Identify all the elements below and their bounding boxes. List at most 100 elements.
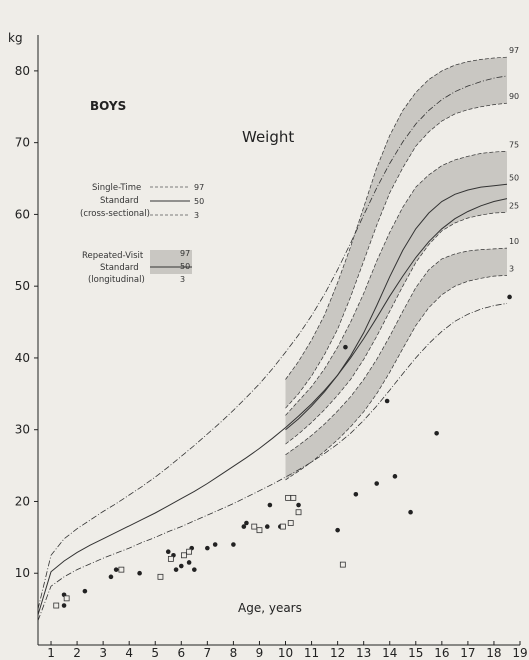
cs-line-97 [37,75,508,610]
data-point-filled [61,603,67,608]
data-point-open [186,548,193,555]
y-tick-label: 30 [15,423,30,437]
pct-label-10: 10 [509,237,519,246]
x-tick-label: 9 [256,646,264,660]
data-point-open [280,523,286,530]
x-tick-label: 19 [512,646,527,660]
data-point-filled [296,502,301,508]
data-point-filled [165,549,171,555]
data-point-open [157,573,164,580]
percentile-labels: 97 90 75 50 25 10 3 [509,46,519,273]
x-tick-label: 12 [330,646,345,660]
cs-line-3 [37,303,508,621]
data-point-filled [374,481,380,486]
data-point-filled [173,567,179,572]
data-point-open [118,566,125,573]
x-tick-label: 7 [204,646,212,660]
long-line-97 [285,56,508,380]
data-point-open [339,561,346,568]
data-point-filled [244,520,249,526]
data-point-filled [192,567,197,572]
data-point-filled [353,491,359,497]
data-points [53,294,512,609]
data-point-filled [108,574,114,580]
legend-cross-sectional: Single-Time Standard (cross-sectional) 9… [80,183,204,220]
y-tick-label: 50 [15,279,30,293]
data-point-filled [434,430,439,436]
x-tick-label: 5 [151,646,159,660]
x-tick-label: 3 [99,646,107,660]
data-point-open [167,555,174,562]
data-point-open [53,602,60,609]
data-point-filled [343,344,348,350]
data-point-filled [231,542,236,547]
cs-line-50 [37,198,508,616]
data-point-filled [212,542,218,547]
long-line-50 [285,183,508,431]
data-point-filled [205,545,210,551]
legend-longitudinal: Repeated-Visit Standard (longitudinal) 9… [82,249,192,285]
x-tick-label: 14 [382,646,397,660]
pct-label-90: 90 [509,92,519,101]
data-point-filled [267,502,273,508]
long-line-25 [285,211,508,445]
x-tick-label: 11 [304,646,319,660]
percentile-lines [37,56,508,621]
legend-long-3-label: 3 [180,275,185,284]
data-point-filled [82,588,88,594]
legend-cs-line-1: Single-Time [92,183,141,193]
data-point-open [63,595,70,602]
x-tick-label: 10 [278,646,293,660]
data-point-open [287,520,294,526]
data-point-open [285,494,292,501]
x-tick-label: 4 [125,646,133,660]
y-tick-label: 40 [15,351,30,365]
y-axis-label: kg [8,31,23,45]
data-point-filled [384,398,390,404]
data-point-filled [137,570,142,576]
data-point-filled [241,524,247,529]
legend-cs-97-label: 97 [194,183,204,192]
y-tick-label: 60 [15,207,30,221]
band-10-3 [285,248,507,480]
x-tick-label: 1 [47,646,55,660]
long-line-90 [285,102,508,409]
legend-cs-50-label: 50 [194,197,204,206]
x-axis-label: Age, years [238,601,302,615]
data-point-filled [408,509,413,515]
data-point-open [251,523,258,530]
x-tick-label: 16 [434,646,449,660]
data-point-filled [178,563,184,569]
chart-title: Weight [242,128,294,146]
data-point-filled [264,524,270,529]
legend-long-97-label: 97 [180,249,190,258]
data-point-filled [335,527,340,533]
y-tick-label: 80 [15,64,30,78]
long-line-3 [285,275,508,481]
legend-long-line-2: Standard [100,263,139,273]
long-line-10 [285,247,508,456]
pct-label-3: 3 [509,264,514,273]
pct-label-97: 97 [509,46,519,55]
legend-cs-3-label: 3 [194,211,199,220]
pct-label-25: 25 [509,201,519,210]
x-tick-label: 8 [230,646,238,660]
x-tick-label: 18 [486,646,501,660]
x-tick-label: 6 [177,646,185,660]
legend-cs-line-2: Standard [100,196,139,206]
data-point-open [290,494,297,501]
legend-long-line-3: (longitudinal) [88,275,145,285]
data-point-filled [186,560,192,565]
data-point-filled [392,474,398,479]
legend-cs-line-3: (cross-sectional) [80,209,150,219]
y-tick-label: 10 [15,566,30,580]
x-tick-label: 2 [73,646,81,660]
chart-subtitle: BOYS [90,99,126,113]
data-point-open [181,552,187,559]
data-point-open [295,509,302,516]
y-tick-label: 70 [15,136,30,150]
x-tick-label: 15 [408,646,423,660]
x-tick-label: 17 [460,646,475,660]
